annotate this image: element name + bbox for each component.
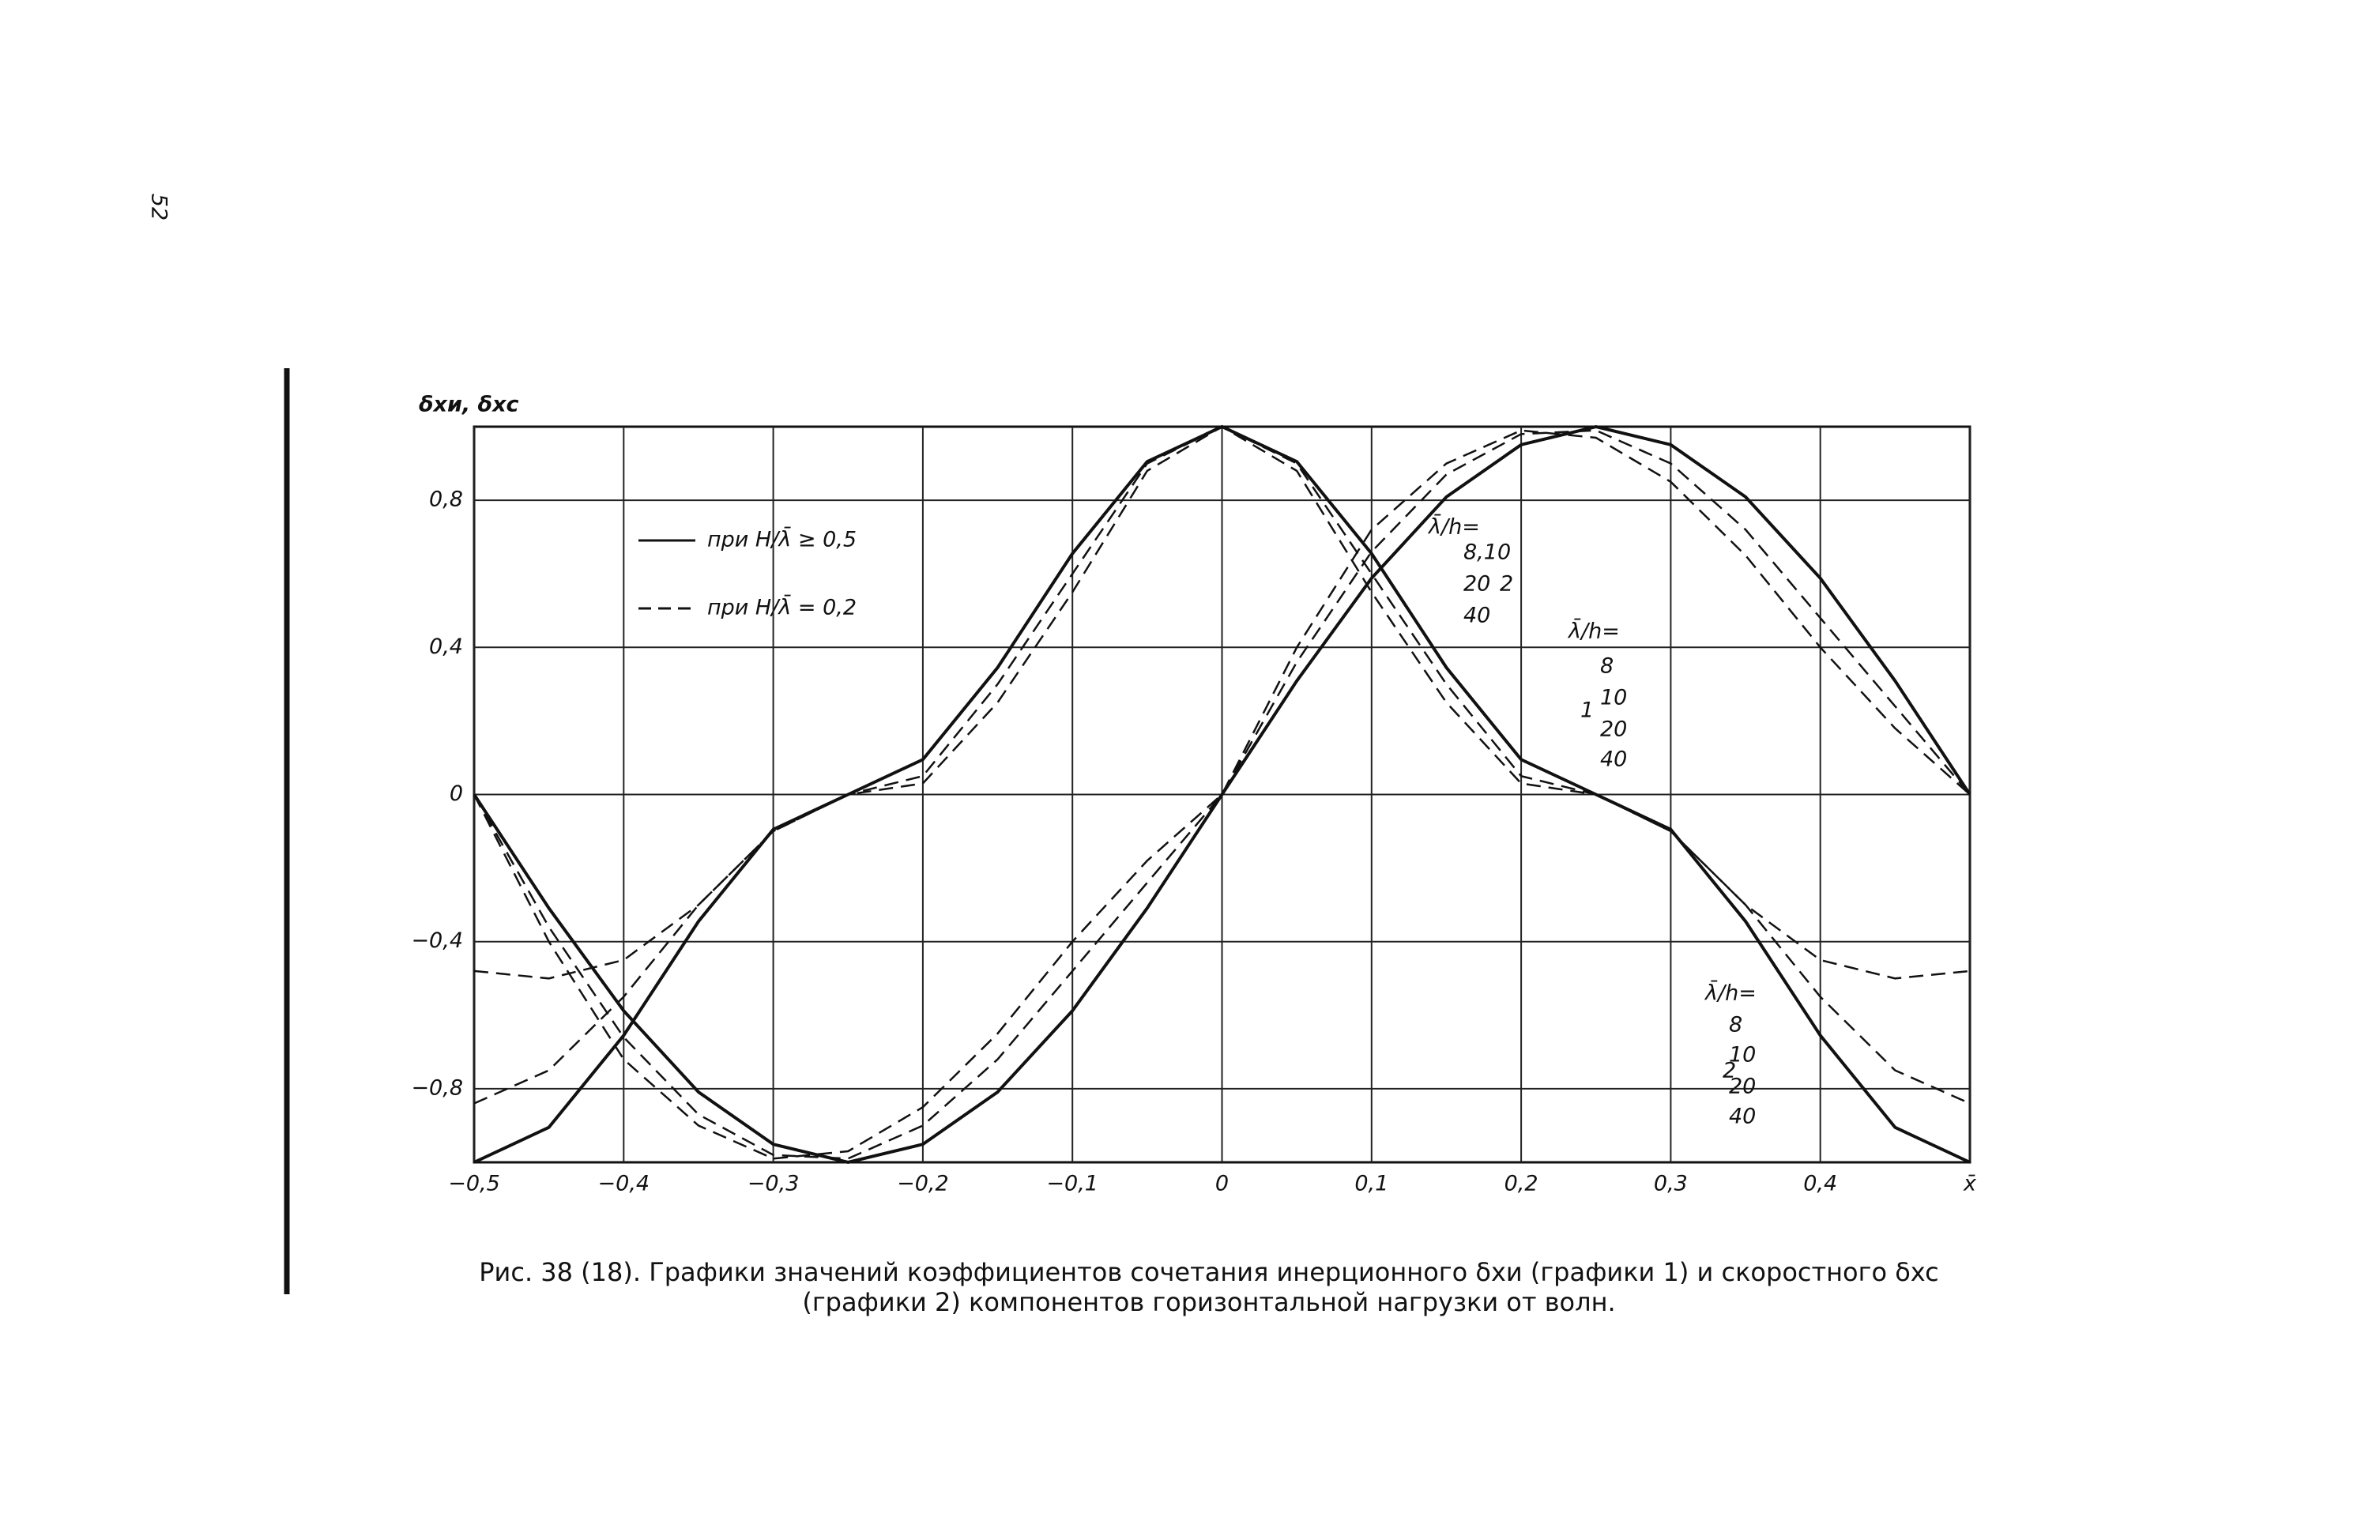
x-tick-label: 0,2 xyxy=(1504,1172,1538,1196)
curve xyxy=(473,424,1971,1165)
y-axis-label: δxи, δxc xyxy=(419,393,519,417)
annotation: 8 xyxy=(1600,654,1614,679)
curve xyxy=(473,429,1971,1160)
annotation: 40 xyxy=(1463,604,1490,628)
annotation: λ̄/h= xyxy=(1567,619,1620,644)
annotation: 8 xyxy=(1729,1013,1742,1037)
annotation: 8,10 xyxy=(1463,540,1511,565)
page-number: 52 xyxy=(147,194,171,220)
annotation: 20 xyxy=(1600,717,1627,742)
x-tick-label: 0,1 xyxy=(1354,1172,1388,1196)
curve xyxy=(473,429,1971,1160)
annotation: λ̄/h= xyxy=(1704,981,1757,1006)
x-tick-label: −0,1 xyxy=(1046,1172,1098,1196)
y-tick-label: 0,4 xyxy=(429,634,463,659)
annotation: 40 xyxy=(1600,747,1627,772)
annotation: 2 xyxy=(1500,572,1513,597)
annotation: 40 xyxy=(1729,1105,1756,1129)
legend-label: при H/λ̄ = 0,2 xyxy=(707,595,857,620)
legend-label: при H/λ̄ ≥ 0,5 xyxy=(707,527,857,552)
x-tick-label: 0,4 xyxy=(1803,1172,1837,1196)
x-tick-label: 0 xyxy=(1215,1172,1229,1196)
annotation: 2 xyxy=(1723,1059,1736,1083)
caption: Рис. 38 (18). Графики значений коэффицие… xyxy=(479,1257,1938,1287)
x-tick-label: −0,5 xyxy=(448,1172,500,1196)
curve xyxy=(473,425,1971,1105)
x-tick-label: x̄ xyxy=(1963,1172,1977,1196)
y-tick-label: 0 xyxy=(450,781,463,806)
x-tick-label: −0,3 xyxy=(748,1172,800,1196)
x-tick-label: −0,4 xyxy=(598,1172,650,1196)
caption: (графики 2) компонентов горизонтальной н… xyxy=(802,1287,1615,1317)
y-tick-label: −0,8 xyxy=(411,1075,463,1100)
annotation: 20 xyxy=(1729,1075,1756,1099)
annotation: λ̄/h= xyxy=(1427,514,1480,540)
x-tick-label: −0,2 xyxy=(897,1172,949,1196)
annotation: 10 xyxy=(1600,686,1627,710)
annotation: 20 xyxy=(1463,572,1490,597)
x-tick-label: 0,3 xyxy=(1654,1172,1688,1196)
y-tick-label: 0,8 xyxy=(429,488,463,512)
y-tick-label: −0,4 xyxy=(411,928,463,953)
annotation: 10 xyxy=(1729,1043,1756,1067)
annotation: 1 xyxy=(1580,698,1594,723)
